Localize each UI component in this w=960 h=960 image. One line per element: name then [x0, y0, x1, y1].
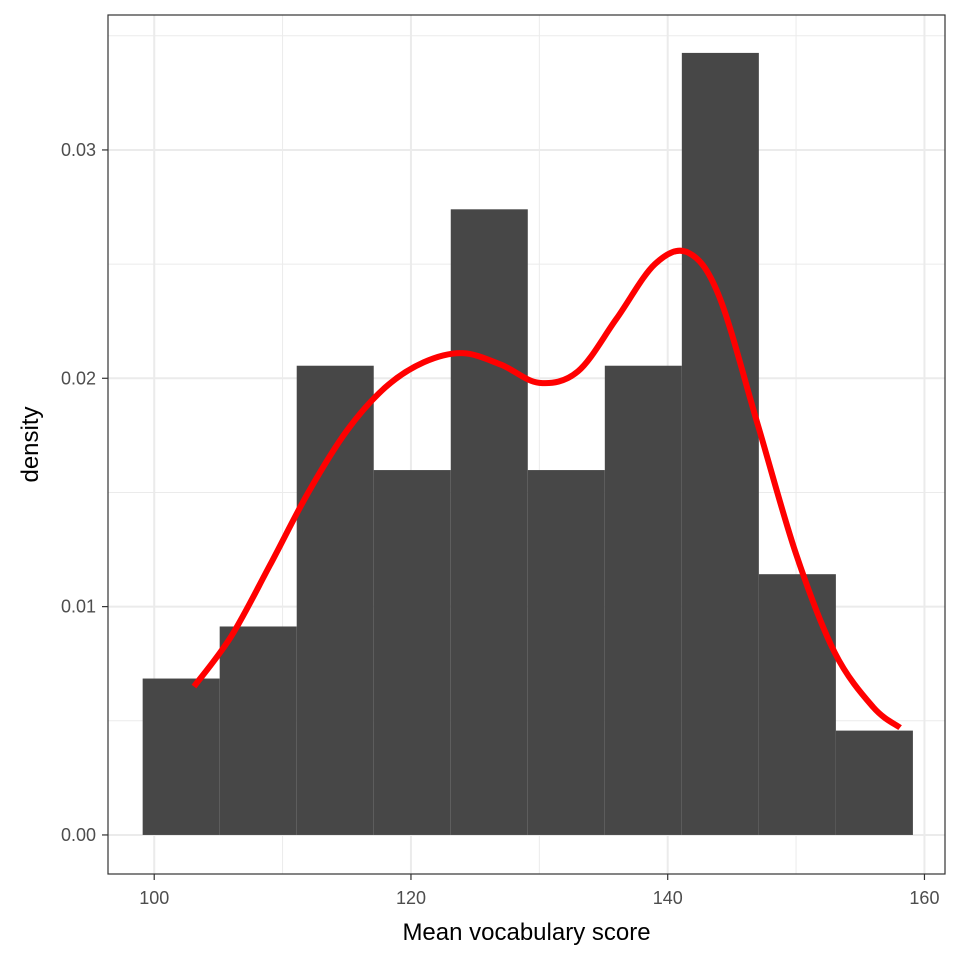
panel-border	[107, 14, 946, 875]
y-tick-label: 0.02	[61, 368, 96, 388]
y-tick-label: 0.00	[61, 825, 96, 845]
histogram-bar	[142, 678, 220, 835]
bars-layer	[142, 52, 913, 835]
histogram-bar	[681, 52, 759, 835]
histogram-bar	[296, 365, 374, 835]
y-tick-label: 0.01	[61, 597, 96, 617]
histogram-bar	[527, 470, 605, 835]
x-tick-label: 140	[653, 888, 683, 908]
histogram-bar	[450, 209, 528, 835]
histogram-bar	[835, 730, 913, 835]
histogram-bar	[219, 626, 297, 835]
x-axis-title: Mean vocabulary score	[402, 919, 650, 946]
y-tick-label: 0.03	[61, 140, 96, 160]
histogram-bar	[373, 470, 451, 835]
x-tick-label: 160	[909, 888, 939, 908]
density-curve	[191, 247, 902, 731]
histogram-bar	[758, 574, 836, 835]
histogram-bar	[604, 365, 682, 835]
x-tick-label: 120	[396, 888, 426, 908]
x-tick-label: 100	[139, 888, 169, 908]
y-axis: 0.00 0.01 0.02 0.03	[61, 140, 108, 845]
x-axis: 100 120 140 160	[139, 874, 939, 908]
y-axis-title: density	[17, 406, 44, 482]
